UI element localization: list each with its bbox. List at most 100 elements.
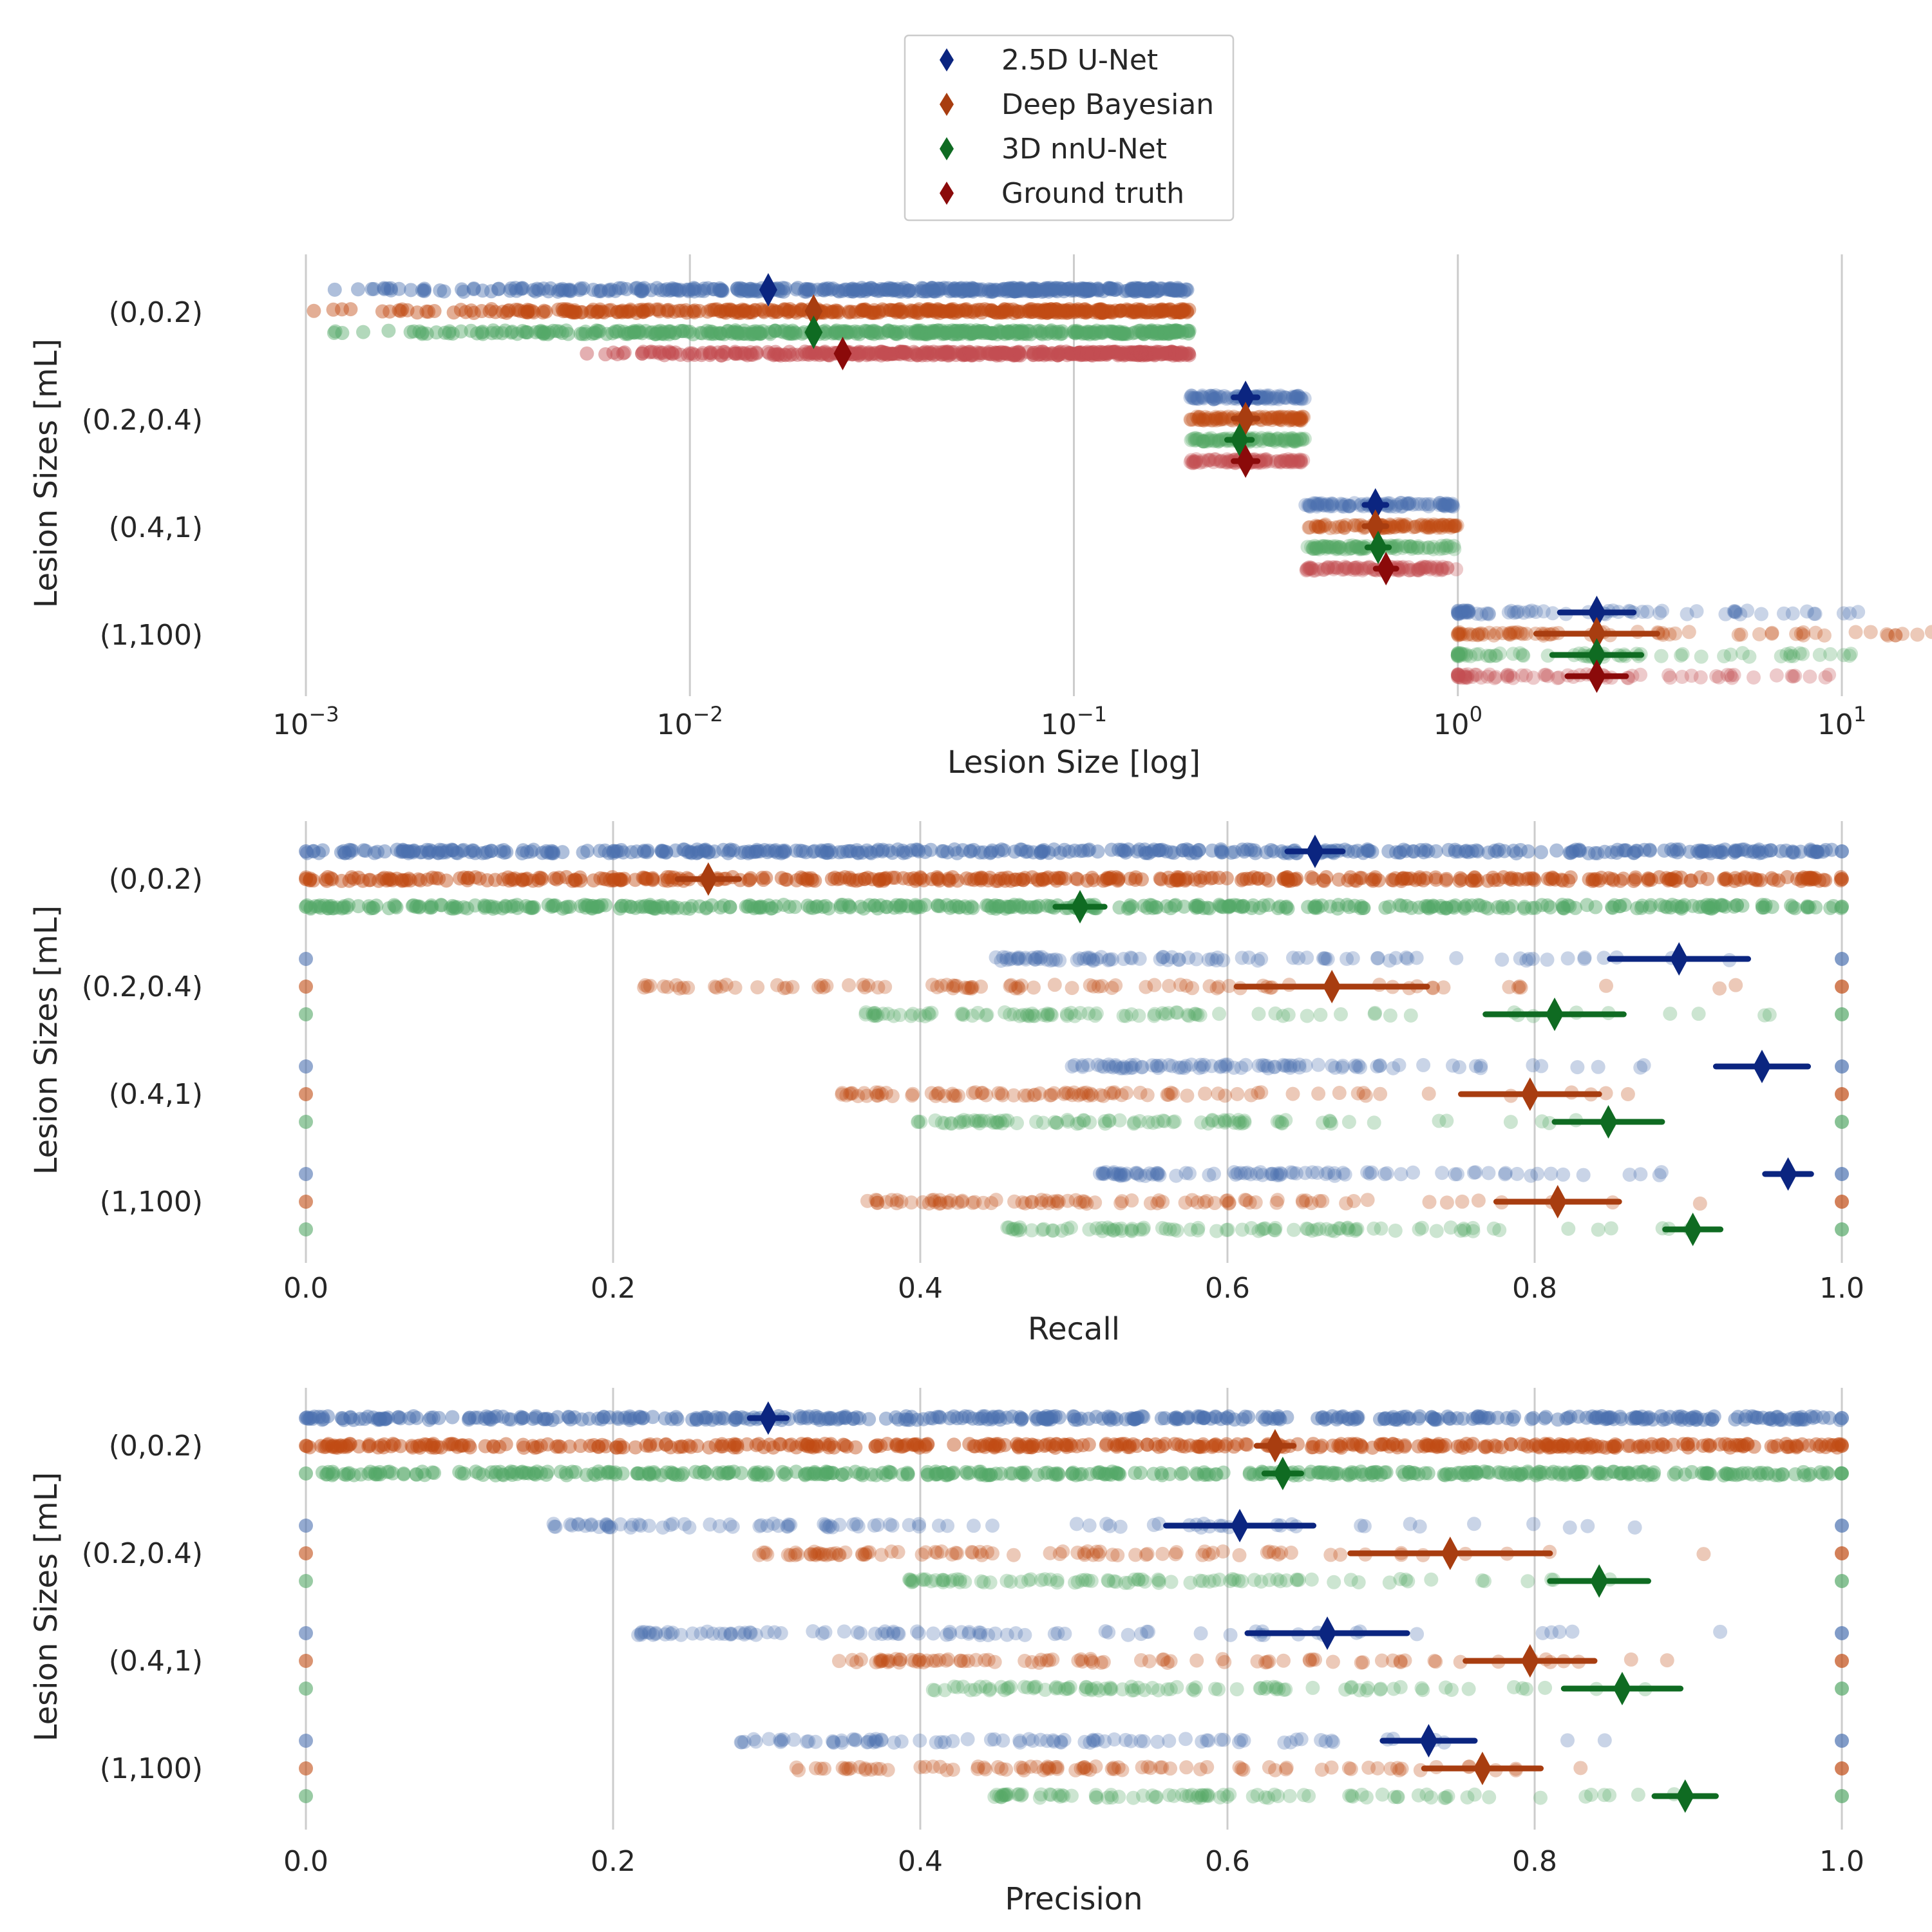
data-point [687,284,702,299]
data-point [1155,950,1170,965]
x-tick-label: 101 [1817,702,1866,741]
data-point [623,303,638,318]
data-point [1309,499,1324,514]
data-point [965,900,980,915]
data-point [1048,281,1062,296]
data-point [1197,1195,1211,1210]
data-point [1562,846,1577,860]
data-point [862,898,877,913]
data-point [1104,281,1119,296]
data-point [649,302,664,317]
data-point [1426,899,1441,914]
data-point [1180,304,1195,319]
data-point [1777,606,1791,621]
data-point [1457,901,1472,916]
data-point [991,844,1005,858]
data-point [962,345,977,359]
data-point [965,281,980,296]
data-point [1204,413,1218,428]
data-point [736,304,751,319]
data-point [897,281,912,296]
data-point [1183,1222,1198,1237]
data-point [1406,1165,1421,1180]
data-point [908,305,923,319]
data-point [1341,1115,1356,1130]
data-point [342,842,357,857]
data-point [1059,305,1074,320]
data-point [563,282,578,297]
data-point [1412,563,1426,578]
data-point [1437,497,1452,512]
data-point [795,302,809,317]
data-point [1352,498,1367,513]
data-point [1546,606,1560,621]
data-point [1035,327,1050,341]
data-point [509,283,524,298]
data-point [1148,303,1163,317]
data-point [1145,281,1160,296]
data-point [1663,670,1678,685]
data-point [614,898,629,913]
data-point [849,843,864,858]
data-point [687,303,702,318]
data-point [999,284,1014,299]
data-point [1011,282,1026,297]
data-point [1556,1167,1571,1182]
data-point [781,304,796,319]
data-point [927,284,942,299]
data-point [1511,980,1526,995]
data-point [1728,978,1743,992]
data-point [1096,1166,1111,1181]
data-point [669,283,684,298]
data-point [938,1088,952,1103]
data-point [790,281,805,296]
data-point [931,303,945,317]
data-point [1303,499,1318,514]
data-point [1282,410,1296,424]
data-point [864,305,879,319]
data-point [1167,283,1182,298]
x-tick-label: 0.0 [283,1272,328,1305]
data-point [1217,1113,1232,1128]
y-axis-label: Lesion Sizes [mL] [28,1472,64,1742]
data-point [1273,388,1288,403]
data-point [687,281,701,296]
data-point [1191,843,1206,858]
data-point [1293,432,1307,447]
data-point [1149,1058,1164,1073]
data-point [710,302,724,317]
data-point [1438,498,1453,513]
data-point [1170,281,1185,296]
data-point [1169,1168,1184,1183]
data-point [697,281,712,296]
data-point [839,282,853,297]
data-point [1113,303,1128,318]
data-point [748,303,762,317]
x-tick-label: 100 [1434,702,1482,741]
data-point [1924,625,1932,639]
data-point [1835,1087,1849,1101]
data-point [897,304,911,319]
data-point [1302,498,1317,513]
data-point [943,302,958,317]
data-point [1166,1115,1180,1130]
data-point [1616,871,1631,886]
data-point [960,305,974,319]
data-point [1255,390,1270,404]
data-point [1836,606,1851,621]
data-point [299,900,313,914]
data-point [1126,326,1141,341]
data-point [661,303,676,317]
series-1-mean-marker [1323,970,1341,1003]
data-point [446,843,460,858]
data-point [1007,284,1022,299]
data-point [894,325,909,340]
data-point [1215,412,1229,426]
data-point [1155,303,1170,317]
data-point [1495,952,1510,967]
data-point [1279,390,1294,405]
data-point [1735,898,1750,913]
data-point [903,303,918,317]
data-point [1342,900,1356,914]
data-point [1747,670,1761,685]
